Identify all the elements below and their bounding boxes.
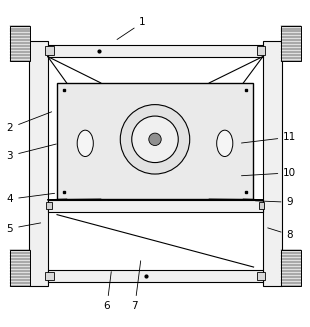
Bar	[257, 272, 265, 280]
Bar	[57, 83, 253, 199]
Text: 7: 7	[131, 261, 141, 311]
Bar	[45, 272, 54, 280]
Bar	[257, 46, 265, 55]
Bar	[10, 26, 30, 61]
Circle shape	[149, 133, 161, 146]
Bar	[259, 202, 264, 209]
Text: 1: 1	[117, 17, 146, 40]
Text: 4: 4	[7, 193, 55, 204]
Bar	[48, 270, 263, 282]
Text: 10: 10	[241, 168, 296, 178]
Text: 6: 6	[104, 272, 111, 311]
Text: 8: 8	[268, 228, 293, 240]
Text: 11: 11	[241, 132, 296, 143]
Bar	[263, 41, 282, 286]
Text: 2: 2	[7, 112, 52, 133]
Ellipse shape	[77, 130, 93, 157]
Bar	[281, 250, 301, 286]
Circle shape	[120, 105, 190, 174]
Bar	[48, 200, 263, 212]
Bar	[281, 26, 301, 61]
Bar	[45, 46, 54, 55]
Bar	[46, 202, 52, 209]
Text: 9: 9	[255, 197, 293, 207]
Ellipse shape	[217, 130, 233, 157]
Bar	[29, 41, 48, 286]
Text: 5: 5	[7, 223, 41, 233]
Bar	[10, 250, 30, 286]
Bar	[48, 45, 263, 57]
Text: 3: 3	[7, 144, 56, 161]
Circle shape	[132, 116, 178, 163]
